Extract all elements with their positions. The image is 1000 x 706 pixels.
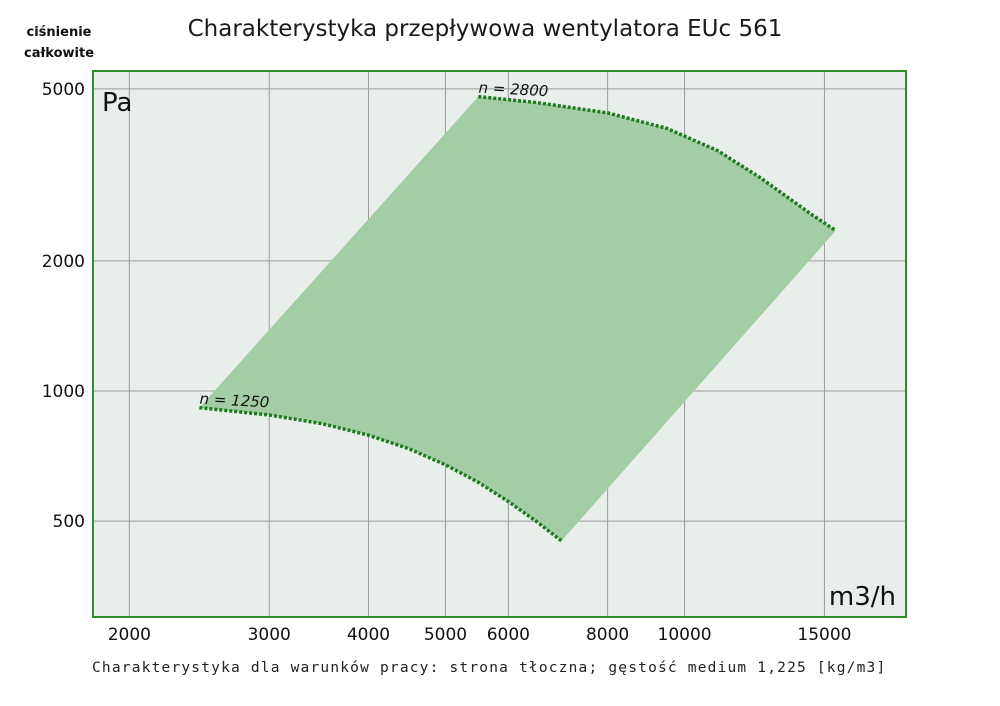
y-tick-label: 5000 <box>42 80 85 100</box>
y-tick-label: 1000 <box>42 382 85 402</box>
plot-frame <box>92 70 907 618</box>
y-tick-labels: 500 1000 2000 5000 <box>42 80 85 532</box>
annotation-n2800: n = 2800 <box>478 79 549 101</box>
y-axis-title-line-1: ciśnienie <box>26 25 92 40</box>
chart-title: Charakterystyka przepływowa wentylatora … <box>187 16 783 42</box>
curve-n2800 <box>478 94 837 233</box>
x-tick-label: 3000 <box>248 625 291 645</box>
annotation-n1250: n = 1250 <box>199 390 270 412</box>
x-unit-label: m3/h <box>829 582 896 612</box>
curve-annotations: n = 2800 n = 1250 <box>199 79 549 412</box>
curve-n1250 <box>199 405 563 543</box>
x-tick-label: 4000 <box>347 625 390 645</box>
y-axis-title-line-2: całkowite <box>23 46 95 61</box>
y-tick-label: 500 <box>53 512 85 532</box>
x-tick-label: 5000 <box>424 625 467 645</box>
x-tick-label: 6000 <box>487 625 530 645</box>
y-unit-label: Pa <box>102 88 132 118</box>
curves <box>199 94 837 543</box>
x-tick-label: 15000 <box>797 625 851 645</box>
x-tick-label: 8000 <box>586 625 629 645</box>
y-tick-label: 2000 <box>42 252 85 272</box>
x-tick-label: 10000 <box>658 625 712 645</box>
footnote: Charakterystyka dla warunków pracy: stro… <box>92 660 887 676</box>
x-tick-label: 2000 <box>108 625 151 645</box>
x-tick-labels: 2000 3000 4000 5000 6000 8000 10000 15000 <box>108 625 852 645</box>
y-axis-title: ciśnienie całkowite <box>14 22 104 64</box>
operating-region <box>199 96 836 541</box>
